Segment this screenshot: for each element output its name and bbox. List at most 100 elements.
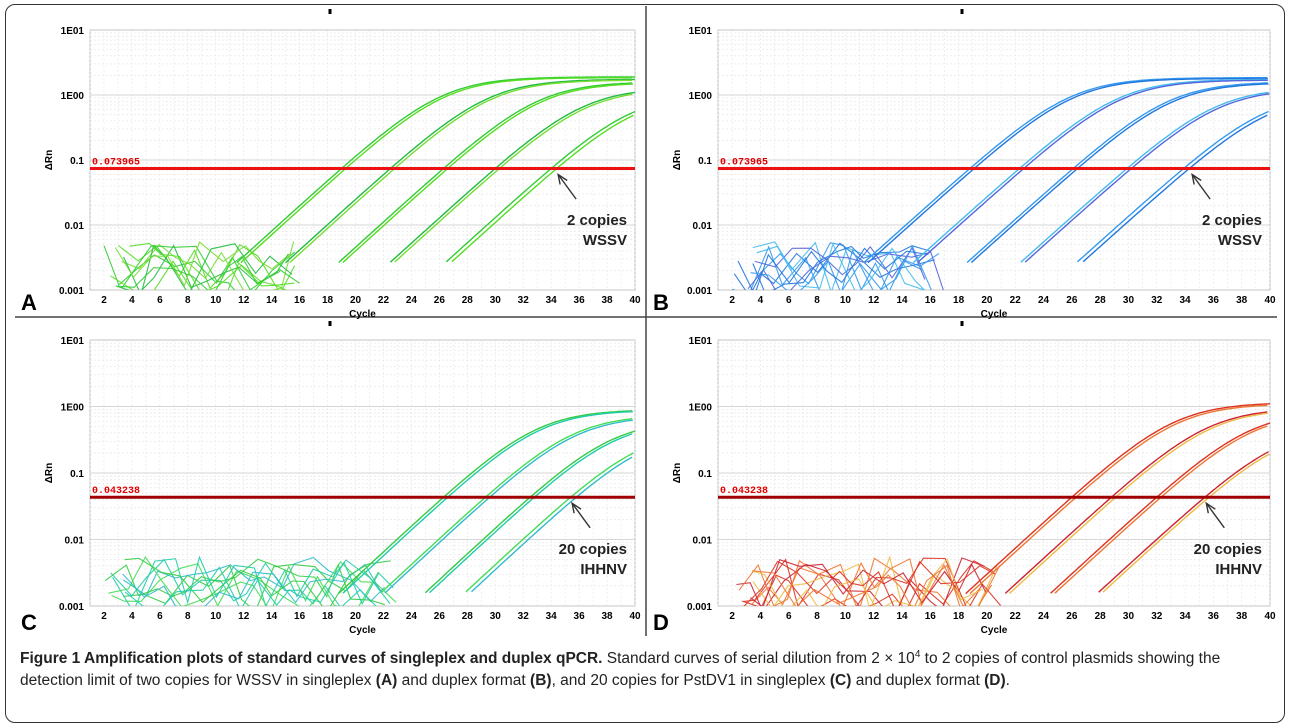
caption-text-5: and duplex format — [851, 672, 985, 690]
caption-text-3: and duplex format — [397, 672, 531, 690]
x-tick-label: 16 — [925, 295, 937, 306]
baseline-noise-trace — [736, 557, 985, 606]
x-tick-label: 36 — [1208, 611, 1220, 622]
x-tick-label: 20 — [981, 295, 993, 306]
x-tick-label: 8 — [185, 295, 191, 306]
x-tick-label: 20 — [981, 611, 993, 622]
amplification-curve — [966, 82, 1268, 264]
x-tick-label: 34 — [546, 295, 558, 306]
y-tick-label: 1E00 — [689, 91, 713, 102]
amplification-curve — [1050, 422, 1270, 594]
x-tick-label: 26 — [1066, 295, 1078, 306]
baseline-noise-trace — [117, 253, 289, 290]
top-marker — [960, 9, 964, 14]
baseline-noise-trace — [759, 242, 923, 290]
x-tick-label: 14 — [896, 295, 908, 306]
y-tick-label: 0.1 — [698, 156, 712, 167]
x-tick-label: 14 — [896, 611, 908, 622]
amplification-curve — [445, 110, 635, 263]
caption-text-6: . — [1005, 672, 1010, 690]
caption-text-1: Standard curves of serial dilution from … — [602, 650, 915, 668]
x-tick-label: 28 — [1095, 611, 1107, 622]
x-tick-label: 22 — [1010, 295, 1022, 306]
x-tick-label: 34 — [1180, 611, 1192, 622]
x-tick-label: 40 — [1264, 611, 1276, 622]
annotation-arrowhead — [1205, 501, 1216, 514]
baseline-noise-trace — [114, 241, 291, 287]
x-tick-label: 8 — [814, 295, 820, 306]
panel-letter: D — [653, 610, 669, 635]
baseline-noise-trace — [732, 245, 940, 290]
y-tick-label: 1E01 — [689, 336, 713, 347]
annotation-target: IHHNV — [1215, 561, 1262, 578]
caption-title: Figure 1 Amplification plots of standard… — [20, 650, 603, 668]
y-tick-label: 1E01 — [61, 336, 85, 347]
y-tick-label: 0.001 — [687, 602, 712, 613]
amplification-curve — [1004, 411, 1268, 594]
curves-layer — [103, 76, 635, 290]
annotation-arrowhead — [1191, 172, 1202, 185]
x-tick-label: 30 — [490, 611, 502, 622]
baseline-noise-trace — [752, 564, 1001, 606]
annotation-target: IHHNV — [580, 561, 627, 578]
amplification-curve — [969, 404, 1268, 595]
x-tick-label: 36 — [574, 611, 586, 622]
x-tick-label: 20 — [350, 295, 362, 306]
x-tick-label: 32 — [1151, 295, 1163, 306]
y-tick-label: 1E01 — [61, 26, 85, 37]
baseline-noise-trace — [110, 260, 288, 290]
amplification-curve — [338, 82, 633, 264]
panel-letter: B — [653, 290, 669, 315]
x-tick-label: 6 — [786, 611, 792, 622]
curves-layer — [732, 76, 1270, 290]
x-tick-label: 28 — [462, 611, 474, 622]
amplification-curve — [965, 403, 1270, 595]
y-tick-label: 0.001 — [59, 286, 84, 297]
x-tick-label: 16 — [294, 611, 306, 622]
x-axis-title: Cycle — [349, 309, 376, 320]
x-tick-label: 24 — [1038, 295, 1050, 306]
baseline-noise-trace — [129, 242, 295, 290]
amplification-curve — [285, 78, 635, 264]
amplification-curve — [863, 76, 1268, 264]
amplification-curve — [465, 452, 634, 593]
baseline-noise-trace — [121, 241, 295, 290]
y-axis-title: ΔRn — [44, 150, 55, 171]
caption-ref-c: (C) — [829, 672, 852, 690]
x-tick-label: 8 — [185, 611, 191, 622]
x-tick-label: 36 — [574, 295, 586, 306]
x-tick-label: 8 — [814, 611, 820, 622]
x-tick-label: 12 — [238, 295, 250, 306]
top-marker — [328, 9, 332, 14]
x-tick-label: 32 — [1151, 611, 1163, 622]
x-tick-label: 6 — [157, 611, 163, 622]
top-marker — [328, 321, 332, 326]
x-tick-label: 34 — [546, 611, 558, 622]
curves-layer — [736, 403, 1270, 606]
x-tick-label: 18 — [322, 611, 334, 622]
annotation-target: WSSV — [583, 232, 627, 249]
amplification-curve — [1009, 412, 1268, 594]
x-tick-label: 36 — [1208, 295, 1220, 306]
y-tick-label: 0.01 — [65, 536, 85, 547]
annotation-arrow — [1205, 502, 1225, 529]
x-tick-label: 6 — [786, 295, 792, 306]
caption-text-4: , and 20 copies for PstDV1 in singleplex — [551, 672, 830, 690]
amplification-curve — [970, 83, 1269, 264]
x-tick-label: 24 — [1038, 611, 1050, 622]
baseline-noise-trace — [751, 557, 993, 606]
baseline-noise-trace — [104, 558, 385, 606]
y-tick-label: 1E00 — [689, 403, 713, 414]
baseline-noise-trace — [115, 244, 281, 290]
baseline-noise-trace — [754, 245, 926, 280]
x-tick-label: 16 — [294, 295, 306, 306]
x-tick-label: 6 — [157, 295, 163, 306]
x-axis-title: Cycle — [349, 625, 376, 636]
threshold-label: 0.073965 — [720, 158, 768, 169]
x-tick-label: 2 — [729, 611, 735, 622]
x-tick-label: 26 — [434, 295, 446, 306]
x-tick-label: 34 — [1180, 295, 1192, 306]
